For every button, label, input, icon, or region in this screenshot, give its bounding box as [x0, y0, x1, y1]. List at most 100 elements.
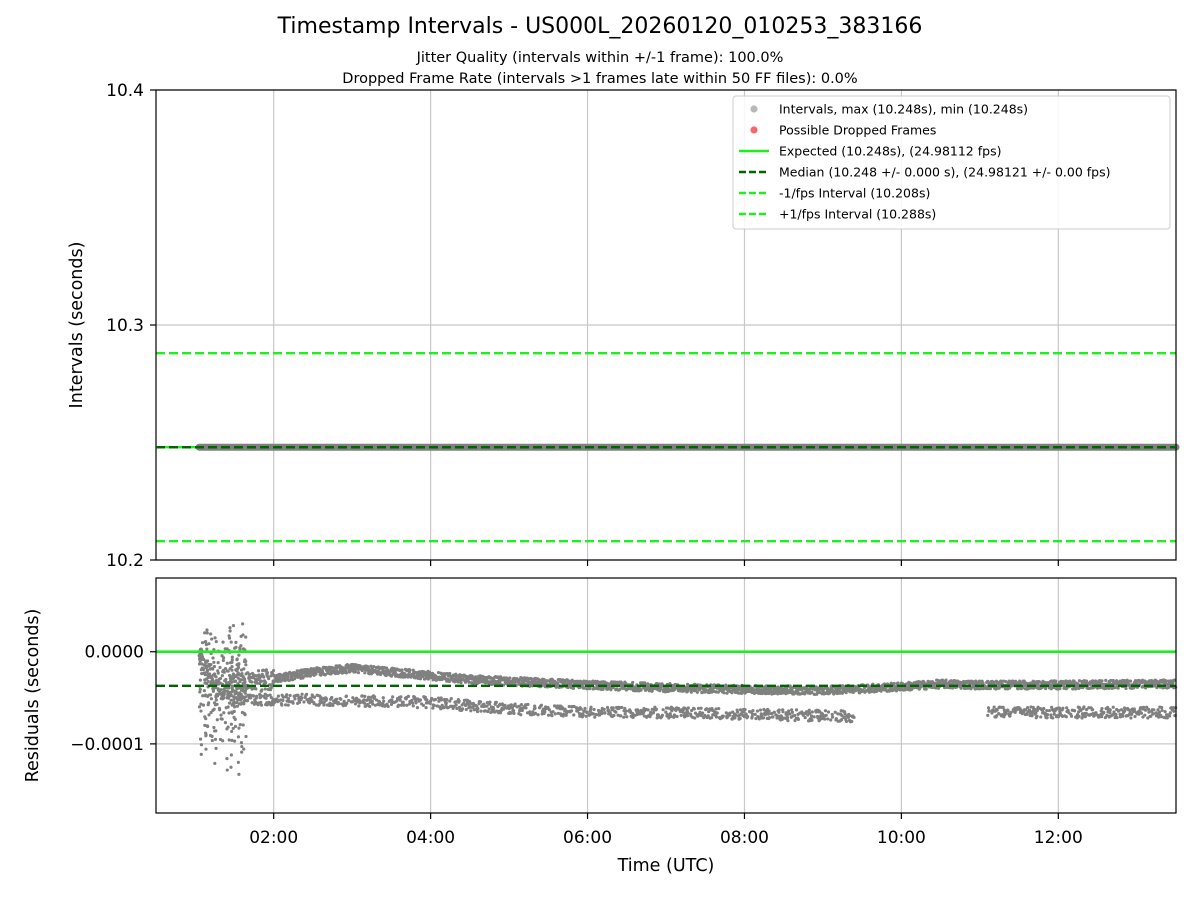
residual-point	[756, 715, 760, 719]
residual-point	[551, 710, 555, 714]
residual-point	[217, 706, 222, 710]
residual-point	[577, 711, 581, 716]
residual-point	[300, 692, 304, 696]
residual-point	[924, 687, 928, 691]
residual-point	[432, 703, 436, 708]
residual-point	[1114, 712, 1118, 716]
residual-point	[1045, 716, 1049, 720]
residual-point	[232, 715, 236, 719]
residual-point	[513, 702, 517, 706]
residual-point	[767, 716, 772, 720]
residual-point	[742, 714, 746, 719]
residual-point	[335, 697, 339, 701]
residual-point	[581, 713, 585, 717]
residual-point	[216, 660, 220, 665]
residual-point	[344, 694, 349, 698]
residual-point	[596, 687, 601, 691]
residual-point	[415, 706, 420, 710]
residual-point	[721, 714, 725, 718]
residual-point	[220, 673, 224, 678]
residual-point	[406, 694, 411, 699]
residual-point	[852, 715, 856, 720]
residual-point	[1121, 714, 1125, 718]
residual-point	[1143, 708, 1148, 712]
residual-point	[584, 714, 588, 718]
residual-point	[1108, 708, 1112, 712]
residual-point	[714, 715, 719, 719]
residual-point	[199, 709, 203, 713]
residual-point	[1077, 714, 1081, 718]
residual-point	[213, 737, 218, 741]
residual-point	[297, 700, 302, 704]
residual-point	[312, 695, 317, 699]
residual-point	[1061, 706, 1065, 710]
chart-title: Timestamp Intervals - US000L_20260120_01…	[277, 14, 923, 39]
residual-point	[206, 703, 210, 707]
residual-point	[717, 706, 721, 711]
legend-entry-label: -1/fps Interval (10.208s)	[779, 186, 930, 201]
residual-point	[212, 725, 216, 730]
residual-point	[237, 673, 242, 677]
residual-point	[1143, 713, 1147, 717]
residual-point	[431, 706, 435, 710]
residual-point	[259, 679, 264, 683]
residual-point	[1171, 681, 1175, 685]
residual-point	[810, 718, 814, 722]
residual-point	[214, 640, 218, 644]
residual-point	[695, 690, 699, 694]
residual-point	[592, 707, 596, 712]
residuals-points	[197, 622, 1178, 776]
residual-point	[475, 709, 480, 714]
residual-point	[654, 707, 658, 711]
residual-point	[249, 696, 253, 700]
residual-point	[230, 668, 234, 672]
residual-point	[714, 707, 718, 711]
residual-point	[892, 681, 896, 686]
residual-point	[221, 640, 225, 644]
residual-point	[476, 706, 480, 711]
residual-point	[1163, 710, 1167, 714]
residual-point	[262, 675, 266, 679]
residual-point	[706, 714, 710, 718]
residual-point	[1172, 678, 1177, 682]
residual-point	[360, 694, 364, 698]
intervals-y-tick-label: 10.2	[106, 551, 144, 571]
residual-point	[728, 711, 732, 715]
residual-point	[509, 703, 513, 707]
residual-point	[620, 705, 624, 710]
residual-point	[601, 687, 605, 691]
residual-point	[582, 686, 586, 690]
residual-point	[787, 709, 791, 713]
residual-point	[240, 750, 244, 754]
residual-point	[730, 717, 734, 721]
chart-subtitle-dropped: Dropped Frame Rate (intervals >1 frames …	[342, 71, 858, 87]
residual-point	[330, 695, 334, 700]
residual-point	[203, 631, 207, 635]
residual-point	[1084, 707, 1089, 712]
residual-point	[1168, 711, 1172, 715]
residual-point	[646, 682, 650, 686]
residual-point	[699, 714, 704, 718]
residual-point	[603, 711, 607, 715]
residual-point	[758, 708, 763, 712]
residual-point	[751, 708, 755, 713]
residual-point	[1045, 712, 1050, 717]
residual-point	[207, 713, 211, 717]
residual-point	[229, 765, 233, 769]
residual-point	[1146, 707, 1151, 712]
residual-point	[230, 658, 234, 662]
residual-point	[944, 678, 948, 682]
legend-entry-label: Median (10.248 +/- 0.000 s), (24.98121 +…	[779, 165, 1110, 180]
residual-point	[1160, 708, 1164, 713]
residual-point	[205, 628, 209, 632]
residual-point	[1165, 716, 1169, 720]
residual-point	[785, 687, 789, 691]
residual-point	[243, 691, 247, 695]
residual-point	[1122, 679, 1127, 683]
residual-point	[660, 713, 665, 717]
residual-point	[1033, 707, 1037, 711]
residual-point	[285, 693, 289, 697]
residual-point	[542, 677, 546, 682]
residual-point	[322, 703, 326, 707]
residual-point	[533, 706, 537, 710]
